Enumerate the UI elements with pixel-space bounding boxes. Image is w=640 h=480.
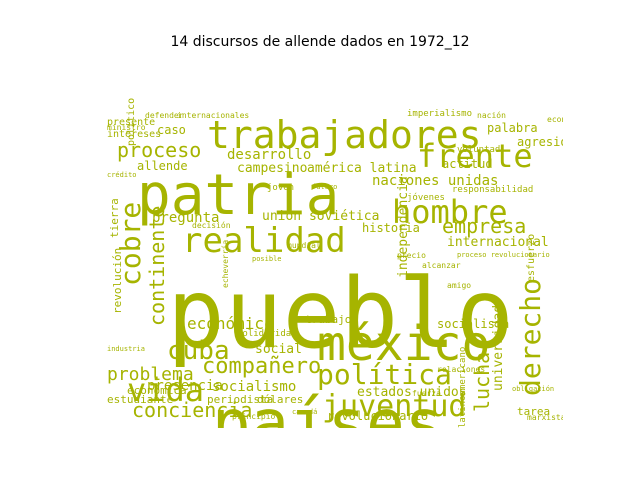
cloud-word-voluntad: voluntad [457, 145, 501, 155]
cloud-word-imperialismo: imperialismo [407, 109, 473, 119]
cloud-word-juventud: juventud [322, 389, 467, 424]
cloud-word-relaciones: relaciones [437, 365, 486, 374]
cloud-word-precio: precio [397, 251, 426, 260]
cloud-word-internacionales: internacionales [177, 111, 250, 120]
cloud-word-trabajo: trabajo [305, 313, 352, 326]
cloud-word-credito: crédito [107, 171, 137, 179]
cloud-word-fuerza: fuerza [412, 389, 441, 398]
cloud-word-agresion: agresión [517, 135, 563, 149]
cloud-word-pregunta: pregunta [152, 210, 220, 226]
cloud-word-presente: presente [107, 117, 156, 128]
cloud-word-obligacion: obligación [512, 385, 555, 393]
cloud-word-joven: joven [267, 183, 295, 193]
cloud-word-pueblo: pueblo [167, 258, 514, 370]
cloud-word-caso: caso [157, 123, 186, 137]
cloud-word-economica: económica [127, 384, 187, 397]
cloud-word-socialista: socialista [437, 317, 510, 331]
cloud-word-nacion: nación [477, 111, 506, 120]
cloud-word-posible: posible [252, 255, 282, 263]
cloud-word-hombre: hombre [392, 193, 508, 231]
cloud-word-defender: defender [145, 111, 184, 120]
cloud-word-dolares: dólares [257, 393, 304, 406]
cloud-word-revolucion: revolución [111, 247, 124, 314]
cloud-word-internacional: internacional [447, 235, 549, 250]
cloud-word-palabra: palabra [487, 121, 538, 135]
cloud-word-social: social [255, 342, 302, 357]
cloud-word-desarrollo: desarrollo [227, 147, 312, 163]
cloud-word-america-latina: américa latina [307, 161, 417, 176]
cloud-word-empresa: empresa [442, 214, 527, 238]
cloud-word-principio: principio [232, 412, 276, 421]
cloud-word-revolucionario: revolucionario [327, 409, 429, 423]
cloud-word-estudiante: estudiante [107, 393, 174, 406]
cloud-word-union-sovietica: unión soviética [262, 209, 380, 224]
cloud-word-proceso-revolucionario: proceso revolucionario [457, 251, 550, 259]
cloud-word-marxista: marxista [527, 413, 563, 422]
cloud-word-proceso: proceso [117, 138, 202, 162]
cloud-word-echeverria: echeverría [221, 239, 230, 288]
cloud-word-alcanzar: alcanzar [422, 261, 461, 270]
cloud-word-periodista: periodista [207, 393, 274, 406]
cloud-word-amigo: amigo [447, 281, 472, 290]
cloud-word-economia: economía [547, 115, 563, 124]
cloud-word-mundial: mundial [287, 241, 321, 250]
cloud-word-intereses: intereses [107, 129, 162, 140]
cloud-word-solidaridad: solidaridad [237, 329, 297, 339]
cloud-word-presencia: presencia [147, 378, 223, 394]
cloud-word-latinoamericano: latinoamericano [458, 346, 468, 428]
cloud-word-cuba: cuba [167, 336, 230, 366]
cloud-word-estados-unidos: estados unidos [357, 385, 467, 400]
word-cloud: pueblo países patria méxico trabajadores real… [107, 56, 563, 428]
cloud-word-allende: allende [137, 159, 188, 173]
cloud-word-futuro: futuro [312, 183, 338, 191]
cloud-word-companero: compañero [202, 354, 322, 379]
cloud-word-problema: problema [107, 364, 194, 385]
cloud-word-paises: países [212, 387, 444, 428]
cloud-word-industria: industria [107, 345, 145, 353]
cloud-word-canada: canadá [292, 408, 318, 416]
cloud-word-politica: política [317, 358, 452, 391]
cloud-word-economico: económico [187, 314, 274, 333]
cloud-word-derecho: derecho [514, 277, 547, 396]
cloud-word-patria: patria [137, 163, 340, 228]
cloud-word-socialismo: socialismo [212, 379, 297, 395]
cloud-word-historia: historia [362, 221, 420, 235]
cloud-word-jovenes: jóvenes [407, 193, 445, 203]
cloud-word-responsabilidad: responsabilidad [452, 185, 534, 195]
cloud-word-conciencia: conciencia [132, 398, 253, 422]
cloud-word-lucha: lucha [470, 351, 494, 412]
cloud-word-campesino: campesino [237, 161, 308, 176]
cloud-word-naciones-unidas: naciones unidas [372, 173, 499, 189]
cloud-word-vida: vida [127, 371, 205, 409]
cloud-word-frente: frente [417, 137, 533, 175]
cloud-word-trabajadores: trabajadores [207, 113, 482, 157]
chart-title: 14 discursos de allende dados en 1972_12 [170, 34, 470, 50]
cloud-word-mexico: méxico [317, 316, 491, 372]
cloud-word-tarea: tarea [517, 405, 551, 418]
cloud-word-decision: decisión [192, 221, 231, 230]
cloud-word-actitud: actitud [442, 157, 493, 171]
cloud-word-tierra: tierra [108, 198, 121, 238]
cloud-word-ministro: ministro [107, 123, 146, 132]
cloud-word-realidad: realidad [182, 221, 346, 261]
